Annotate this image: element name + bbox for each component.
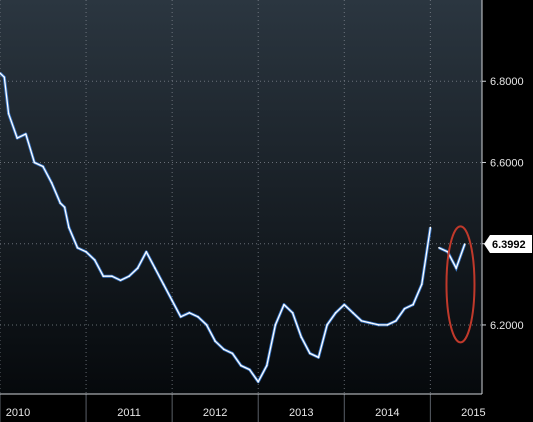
- data-point: [205, 324, 208, 326]
- data-point: [352, 311, 354, 314]
- data-point: [300, 336, 303, 338]
- y-tick-label: 6.8000: [490, 76, 524, 88]
- data-point: [317, 356, 320, 359]
- data-point: [102, 275, 105, 278]
- data-point: [395, 320, 397, 322]
- data-point: [33, 161, 36, 164]
- data-point: [343, 303, 346, 306]
- data-point: [214, 340, 216, 342]
- grid-lines: [0, 0, 482, 394]
- data-point: [326, 324, 328, 326]
- highlight-ellipse: [445, 225, 476, 344]
- data-point: [3, 76, 6, 78]
- data-point: [360, 320, 363, 322]
- data-point: [197, 316, 199, 318]
- series-layer: [0, 72, 476, 384]
- data-point: [136, 267, 139, 269]
- data-point: [240, 364, 242, 367]
- data-point: [25, 133, 27, 135]
- data-point: [119, 279, 122, 282]
- data-point: [248, 368, 251, 371]
- data-point: [145, 251, 148, 253]
- data-point: [42, 165, 44, 168]
- axes: [0, 0, 486, 422]
- plot-background: [0, 0, 482, 394]
- data-point: [16, 137, 19, 139]
- data-point: [222, 348, 225, 351]
- data-point: [59, 202, 62, 204]
- x-tick-label: 2014: [375, 407, 399, 419]
- data-point: [111, 275, 113, 278]
- data-point: [438, 246, 440, 249]
- data-point: [403, 307, 406, 310]
- x-tick-label: 2015: [461, 407, 485, 419]
- data-point: [85, 251, 87, 253]
- data-point: [412, 303, 414, 306]
- data-point: [291, 311, 294, 314]
- data-point: [179, 316, 182, 318]
- data-point: [369, 322, 371, 324]
- x-tick-label: 2010: [6, 407, 30, 419]
- data-point: [386, 324, 389, 326]
- labels: 6.2000 6.6000 6.8000 2010 2011 2012 2013 2014 20…: [6, 76, 532, 419]
- data-point: [309, 352, 311, 355]
- data-point: [154, 267, 156, 269]
- data-point: [188, 311, 191, 314]
- x-tick-label: 2013: [289, 407, 313, 419]
- data-point: [463, 243, 466, 245]
- data-point: [257, 381, 260, 383]
- data-point: [283, 303, 285, 306]
- data-point: [76, 246, 79, 249]
- data-point: [266, 364, 268, 367]
- data-point: [128, 275, 130, 278]
- last-value-box: [484, 235, 532, 254]
- data-point: [68, 226, 70, 229]
- data-point: [231, 352, 234, 355]
- data-point: [377, 324, 380, 326]
- data-point: [0, 72, 1, 74]
- last-value-label: 6.3992: [492, 239, 526, 251]
- data-point: [7, 112, 10, 115]
- series-line-recent: [438, 243, 466, 270]
- data-point: [334, 311, 337, 314]
- data-point: [274, 324, 277, 326]
- data-point: [171, 299, 173, 302]
- data-point: [455, 267, 457, 269]
- data-point: [429, 226, 432, 229]
- x-tick-label: 2011: [117, 407, 141, 419]
- x-tick-label: 2012: [203, 407, 227, 419]
- data-point: [63, 206, 66, 208]
- data-point: [420, 283, 423, 286]
- y-tick-label: 6.2000: [490, 320, 524, 332]
- data-point: [50, 181, 53, 184]
- data-point: [162, 283, 165, 286]
- data-point: [93, 259, 96, 261]
- y-tick-label: 6.6000: [490, 157, 524, 169]
